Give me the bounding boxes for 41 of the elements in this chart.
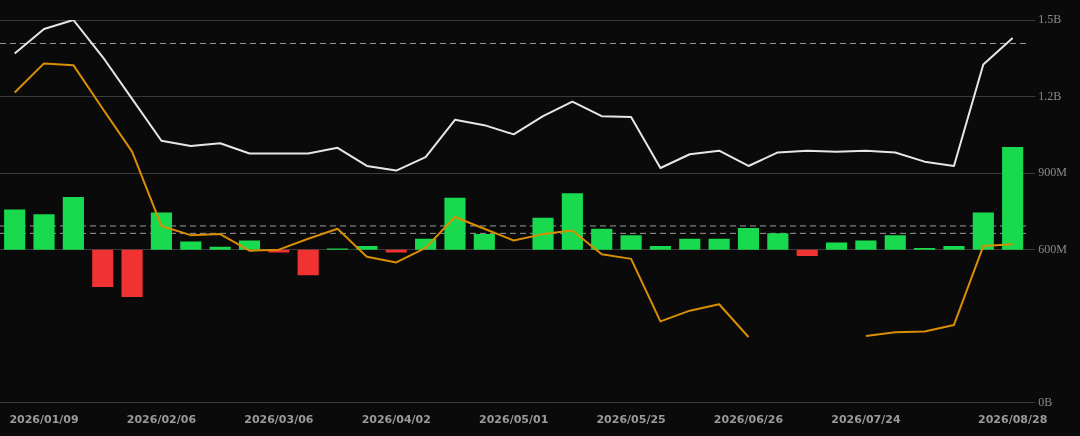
bar	[679, 238, 701, 250]
bar	[825, 242, 848, 250]
x-tick-label: 2026/04/02	[361, 413, 431, 427]
bar	[4, 209, 26, 250]
bar	[121, 249, 143, 297]
x-tick-label: 2026/07/24	[831, 413, 901, 427]
x-tick-label: 2026/03/06	[244, 413, 314, 427]
x-tick-label: 2026/08/28	[978, 413, 1048, 427]
bar	[1002, 147, 1024, 250]
x-tick-label: 2026/05/01	[479, 413, 549, 427]
y-tick-label: 600M	[1038, 241, 1068, 256]
y-tick-label: 1.5B	[1038, 12, 1062, 27]
bar	[297, 249, 319, 276]
bar	[708, 238, 730, 250]
bar	[972, 212, 994, 250]
bar	[209, 246, 231, 250]
bar	[591, 228, 613, 250]
bar	[92, 249, 114, 287]
bar	[884, 235, 906, 250]
bar	[532, 217, 554, 250]
bar	[180, 241, 202, 250]
bar	[767, 233, 789, 250]
x-tick-label: 2026/06/26	[713, 413, 784, 427]
x-tick-label: 2026/01/09	[9, 413, 79, 427]
x-tick-label: 2026/05/25	[596, 413, 666, 427]
bar	[62, 197, 84, 250]
bar	[561, 193, 583, 250]
y-tick-label: 900M	[1038, 165, 1068, 180]
bar	[796, 249, 818, 257]
bar	[150, 212, 172, 250]
bar	[33, 214, 55, 250]
y-tick-label: 1.2B	[1038, 88, 1062, 103]
bar	[943, 246, 965, 250]
bar	[473, 234, 495, 250]
bar	[620, 235, 642, 250]
bar	[855, 240, 877, 250]
bar	[737, 227, 760, 250]
bar	[444, 197, 466, 250]
bar	[649, 246, 671, 250]
x-tick-label: 2026/02/06	[126, 413, 197, 427]
y-tick-label: 0B	[1038, 394, 1053, 409]
